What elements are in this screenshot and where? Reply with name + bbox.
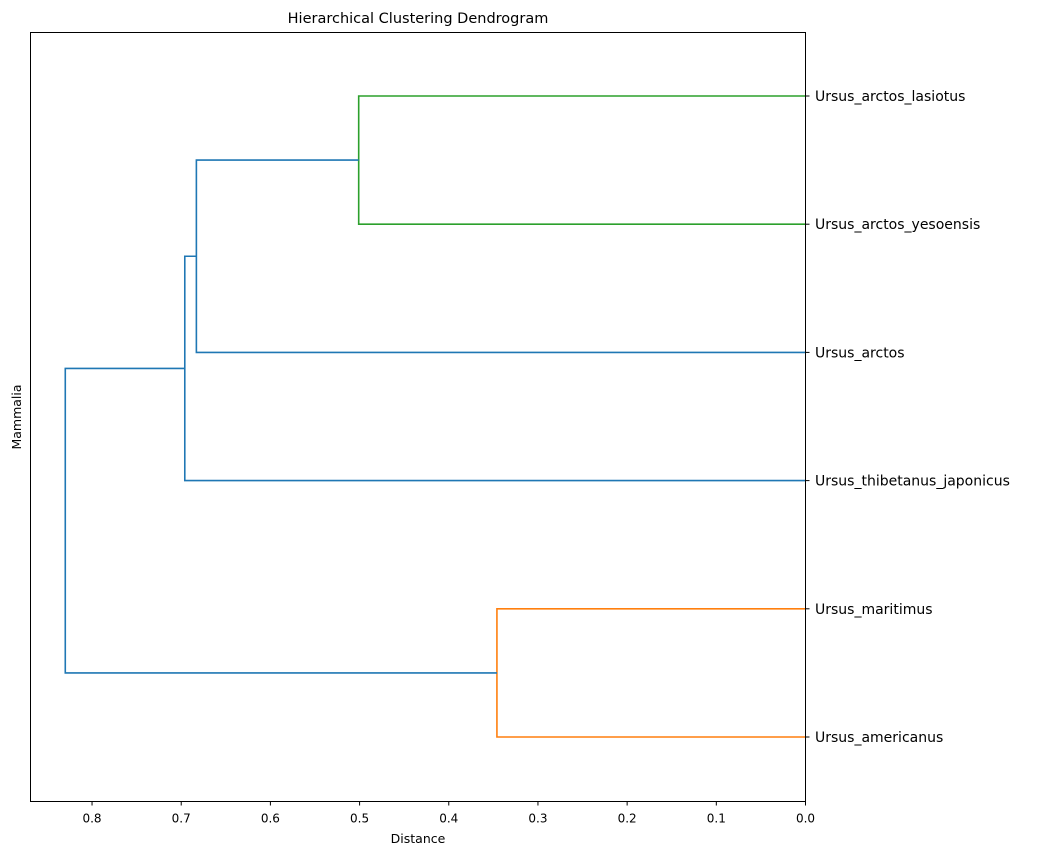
leaf-label: Ursus_arctos_lasiotus: [815, 89, 965, 105]
x-tick-label: 0.2: [618, 812, 637, 826]
y-axis-title: Mammalia: [9, 384, 24, 449]
dendrogram-link: [195, 159, 806, 354]
leaf-label: Ursus_americanus: [815, 730, 943, 746]
x-tick-label: 0.3: [528, 812, 547, 826]
dendrogram-link: [357, 95, 806, 225]
x-tick-label: 0.6: [261, 812, 280, 826]
x-tick-label: 0.7: [172, 812, 191, 826]
x-tick-label: 0.0: [796, 812, 815, 826]
leaf-label: Ursus_arctos: [815, 345, 905, 361]
dendrogram-link: [496, 608, 806, 738]
leaf-label: Ursus_arctos_yesoensis: [815, 217, 980, 233]
x-tick-label: 0.1: [707, 812, 726, 826]
chart-title: Hierarchical Clustering Dendrogram: [288, 11, 549, 27]
x-axis-ticks: 0.8 0.7 0.6 0.5 0.4 0.3 0.2 0.1 0.0: [82, 801, 815, 826]
x-tick-label: 0.4: [439, 812, 458, 826]
x-tick-label: 0.5: [350, 812, 369, 826]
x-tick-label: 0.8: [82, 812, 101, 826]
x-axis-title: Distance: [391, 831, 446, 846]
leaf-label: Ursus_maritimus: [815, 602, 933, 618]
leaf-labels: Ursus_arctos_lasiotus Ursus_arctos_yesoen…: [805, 89, 1010, 746]
dendrogram-link: [64, 367, 497, 674]
dendrogram-link: [183, 255, 806, 482]
leaf-label: Ursus_thibetanus_japonicus: [815, 474, 1010, 490]
plot-frame: [30, 32, 806, 802]
dendrogram-links: [64, 95, 806, 738]
